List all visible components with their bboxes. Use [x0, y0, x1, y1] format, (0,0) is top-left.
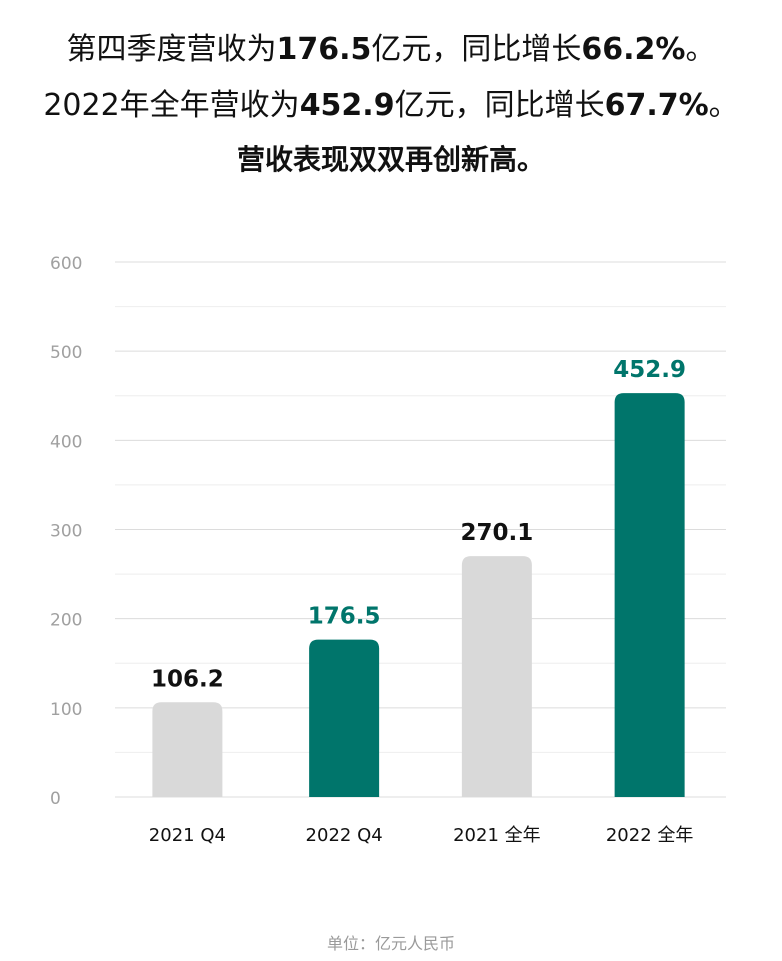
headline-1-q4-growth: 66.2% [581, 32, 686, 67]
headline-line-3: 营收表现双双再创新高。 [236, 143, 545, 176]
y-tick-label: 100 [50, 700, 82, 720]
headline-line-1: 第四季度营收为176.5亿元，同比增长66.2%。 [0, 28, 782, 72]
headline-1-prefix: 第四季度营收为 [66, 32, 277, 67]
headline-2-suffix: 。 [708, 88, 739, 123]
bar-4 [614, 393, 685, 797]
revenue-bar-chart: 0 100 200 300 400 500 600 106.2 2021 Q4 176.5 2022… [50, 254, 726, 846]
x-category-label: 2021 全年 [453, 825, 541, 846]
y-tick-label: 0 [50, 789, 61, 809]
headline-1-mid: 亿元，同比增长 [371, 32, 582, 67]
bar-value-label: 106.2 [151, 666, 224, 692]
bar-3 [461, 556, 532, 797]
headline-2-mid: 亿元，同比增长 [394, 88, 605, 123]
y-tick-label: 300 [50, 522, 82, 542]
y-tick-label: 200 [50, 611, 82, 631]
x-category-label: 2021 Q4 [149, 825, 226, 846]
headline-2-prefix: 2022年全年营收为 [43, 88, 300, 123]
bar-2 [309, 639, 380, 797]
x-category-label: 2022 全年 [606, 825, 694, 846]
headline-1-q4-revenue: 176.5 [276, 32, 372, 67]
bar-value-label: 270.1 [460, 520, 533, 546]
bar-1 [152, 702, 223, 797]
bar-value-label: 452.9 [613, 357, 686, 383]
headline-1-suffix: 。 [685, 32, 716, 67]
x-category-label: 2022 Q4 [306, 825, 383, 846]
headline-2-annual-revenue: 452.9 [299, 88, 395, 123]
y-tick-label: 500 [50, 343, 82, 363]
bar-value-label: 176.5 [308, 604, 381, 630]
headline-2-annual-growth: 67.7% [604, 88, 709, 123]
headline-line-2: 2022年全年营收为452.9亿元，同比增长67.7%。 [0, 84, 782, 128]
unit-footnote: 单位：亿元人民币 [326, 934, 455, 953]
y-tick-label: 600 [50, 254, 82, 274]
y-tick-label: 400 [50, 432, 82, 452]
